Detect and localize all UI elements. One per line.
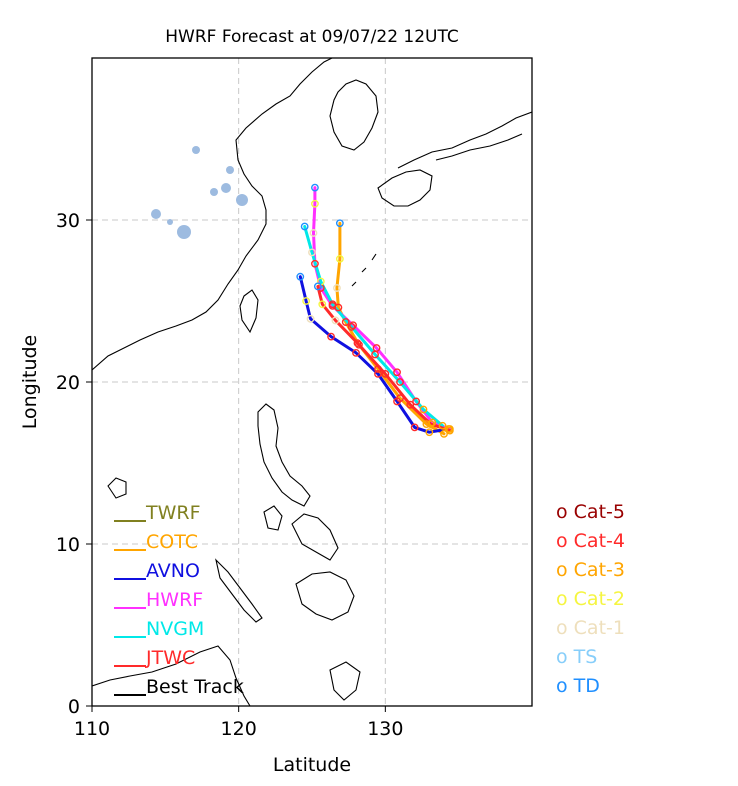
y-tick-label: 10 bbox=[56, 534, 80, 556]
y-tick-label: 20 bbox=[56, 372, 80, 394]
intensity-marker bbox=[410, 423, 419, 432]
intensity-marker bbox=[296, 272, 305, 281]
legend-label: JTWC bbox=[145, 647, 195, 669]
x-tick-label: 120 bbox=[221, 718, 257, 740]
legend-label: NVGM bbox=[146, 618, 204, 640]
intensity-marker bbox=[331, 316, 340, 325]
intensity-marker bbox=[353, 339, 362, 348]
intensity-legend-label: o Cat-2 bbox=[556, 588, 625, 610]
legend-label: Best Track bbox=[146, 676, 244, 698]
y-tick-label: 30 bbox=[56, 210, 80, 232]
intensity-marker bbox=[440, 429, 448, 438]
intensity-marker bbox=[374, 369, 382, 378]
intensity-legend-label: o Cat-5 bbox=[556, 501, 625, 523]
intensity-marker bbox=[302, 297, 311, 305]
intensity-marker bbox=[328, 300, 337, 309]
coastline-map bbox=[92, 58, 532, 706]
intensity-marker bbox=[381, 369, 390, 378]
taiwan-coastline bbox=[239, 289, 259, 334]
intensity-legend-label: o Cat-4 bbox=[556, 530, 625, 552]
japan-coastline-2 bbox=[377, 169, 433, 207]
intensity-marker bbox=[327, 332, 335, 341]
japan-coastline bbox=[397, 111, 532, 169]
legend-label: HWRF bbox=[146, 589, 203, 611]
track-legend: TWRF COTC AVNO HWRF NVGM JTWC Best Track bbox=[114, 502, 244, 698]
intensity-marker bbox=[426, 420, 435, 429]
intensity-legend-label: o Cat-1 bbox=[556, 617, 625, 639]
intensity-legend: o Cat-5 o Cat-4 o Cat-3 o Cat-2 o Cat-1 o TS o… bbox=[556, 501, 625, 697]
china-coastline bbox=[92, 58, 333, 371]
intensity-marker bbox=[335, 254, 344, 263]
visayas-coastline bbox=[291, 513, 339, 561]
intensity-marker bbox=[341, 318, 350, 326]
track-line-avno bbox=[298, 275, 450, 434]
sulawesi-coastline bbox=[329, 661, 361, 701]
legend-label: COTC bbox=[146, 531, 198, 553]
mindanao-coastline bbox=[295, 571, 355, 621]
intensity-marker bbox=[419, 405, 428, 414]
intensity-marker bbox=[393, 397, 401, 406]
intensity-marker bbox=[445, 426, 454, 435]
borneo-coastline bbox=[92, 645, 251, 706]
palawan-coastline bbox=[215, 558, 263, 623]
intensity-marker bbox=[313, 282, 322, 291]
luzon-coastline bbox=[257, 403, 311, 507]
x-axis-ticks: 110 120 130 bbox=[74, 706, 403, 740]
hainan-coastline bbox=[107, 477, 127, 499]
intensity-marker bbox=[425, 428, 434, 437]
intensity-marker bbox=[355, 340, 363, 349]
track-line-cotc bbox=[335, 221, 446, 436]
x-tick-label: 130 bbox=[367, 718, 403, 740]
x-tick-label: 110 bbox=[74, 718, 110, 740]
intensity-marker bbox=[318, 300, 327, 309]
intensity-marker bbox=[428, 418, 437, 427]
intensity-marker bbox=[311, 259, 319, 268]
y-axis-label: Longitude bbox=[19, 335, 41, 430]
intensity-marker bbox=[412, 397, 421, 406]
intensity-marker bbox=[352, 348, 360, 357]
intensity-marker bbox=[396, 378, 404, 386]
track-line-nvgm bbox=[303, 225, 444, 428]
intensity-marker bbox=[374, 365, 382, 373]
y-axis-ticks: 0 10 20 30 bbox=[56, 210, 92, 718]
intensity-marker bbox=[438, 421, 447, 430]
legend-label: AVNO bbox=[146, 560, 200, 582]
inland-water bbox=[151, 146, 248, 239]
intensity-marker bbox=[306, 314, 315, 323]
intensity-marker bbox=[308, 248, 316, 257]
korea-coastline bbox=[329, 79, 379, 151]
legend-label: TWRF bbox=[145, 502, 201, 524]
intensity-marker bbox=[300, 222, 309, 231]
chart-title: HWRF Forecast at 09/07/22 12UTC bbox=[165, 27, 459, 47]
intensity-marker bbox=[393, 368, 401, 377]
intensity-legend-label: o Cat-3 bbox=[556, 559, 625, 581]
intensity-marker bbox=[309, 229, 318, 237]
intensity-marker bbox=[311, 183, 319, 192]
japan-coastline-3 bbox=[435, 133, 523, 161]
intensity-marker bbox=[406, 400, 415, 409]
intensity-marker bbox=[371, 350, 379, 359]
intensity-marker bbox=[347, 323, 356, 331]
y-tick-label: 0 bbox=[68, 696, 80, 718]
x-axis-label: Latitude bbox=[273, 754, 351, 776]
intensity-marker bbox=[311, 199, 319, 208]
intensity-marker bbox=[335, 219, 344, 228]
island-chain bbox=[351, 253, 377, 287]
intensity-legend-label: o TS bbox=[556, 646, 597, 668]
mindoro-coastline bbox=[263, 505, 283, 531]
intensity-marker bbox=[349, 321, 357, 330]
intensity-marker bbox=[333, 284, 341, 292]
intensity-legend-label: o TD bbox=[556, 675, 600, 697]
intensity-markers bbox=[296, 183, 454, 438]
